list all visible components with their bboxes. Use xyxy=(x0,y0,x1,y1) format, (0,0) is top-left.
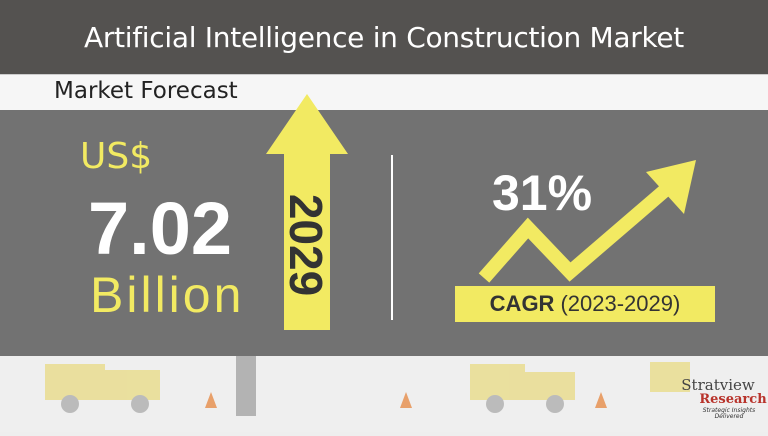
stratview-logo: Stratview Research Strategic Insights De… xyxy=(668,378,768,420)
logo-tagline: Strategic Insights Delivered xyxy=(702,407,756,420)
divider xyxy=(391,155,393,320)
value-unit: Billion xyxy=(90,267,245,323)
cagr-value: 31% xyxy=(492,165,593,221)
cagr-label: CAGR (2023-2029) xyxy=(455,286,715,322)
subheader-band xyxy=(0,74,768,110)
construction-background xyxy=(0,356,768,432)
page-title: Artificial Intelligence in Construction … xyxy=(0,0,768,74)
market-value: 7.02 xyxy=(88,187,233,270)
section-title: Market Forecast xyxy=(54,78,238,104)
cagr-label-bold: CAGR xyxy=(489,291,555,316)
logo-name: Stratview xyxy=(681,376,755,394)
logo-name2: Research xyxy=(699,392,767,407)
currency-label: US$ xyxy=(80,136,153,177)
cagr-period: (2023-2029) xyxy=(560,291,681,316)
forecast-year: 2029 xyxy=(280,193,332,297)
growth-trend-arrow-icon xyxy=(478,160,696,283)
up-arrow-icon xyxy=(266,94,348,330)
construction-scene-icon xyxy=(45,356,690,416)
